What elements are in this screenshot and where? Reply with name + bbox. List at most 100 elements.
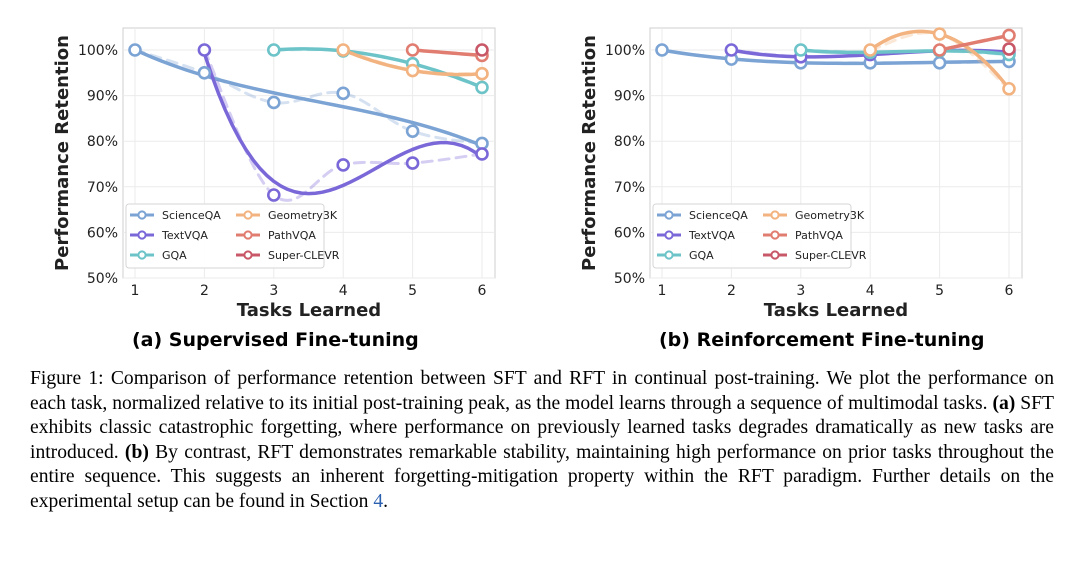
data-point-geometry3k-a [336,43,351,57]
y-tick-label-b: 100% [605,43,645,59]
legend-marker-gqa [137,250,147,260]
legend-item-gqa-a: GQA [130,249,187,262]
data-point-scienceqa-b [655,43,669,57]
legend-label-gqa: GQA [689,249,714,262]
caption-b-label: (b) [124,441,149,463]
data-point-pathvqa-b [1002,28,1016,43]
data-point-scienceqa-a [128,43,142,57]
data-point-gqa-a [475,80,489,95]
caption-a-label: (a) [992,392,1016,414]
series-line-scienceqa-b [660,48,1011,66]
data-point-textvqa-a [266,188,281,202]
legend-label-textvqa: TextVQA [161,229,208,242]
data-point-pathvqa-b [932,43,947,57]
x-tick-label-a: 4 [339,283,348,299]
legend-item-textvqa-b: TextVQA [657,229,735,242]
series-line-pathvqa-a [410,48,484,58]
caption-text-4: . [383,490,389,512]
legend-label-scienceqa: ScienceQA [689,209,748,222]
data-point-super-clevr-a [475,43,489,57]
legend-marker-textvqa [664,230,674,240]
legend-marker-scienceqa [137,210,147,220]
y-tick-label-a: 90% [87,89,118,105]
data-point-textvqa-a [405,156,420,170]
data-point-textvqa-a [197,43,212,57]
data-point-scienceqa-a [405,124,420,138]
data-point-geometry3k-a [405,63,420,78]
x-tick-label-b: 1 [658,283,667,299]
legend-item-pathvqa-a: PathVQA [236,229,316,242]
x-tick-label-a: 1 [131,283,140,299]
legend-label-geometry3k: Geometry3K [795,209,865,222]
x-tick-label-b: 5 [935,283,944,299]
legend-item-textvqa-a: TextVQA [130,229,208,242]
chart-sft: 50% 60% 70% 80% 90% 100% 1 2 3 4 5 6 Tasks Learned Pe… [52,27,496,321]
figure-caption: Figure 1: Comparison of performance rete… [30,367,1054,515]
chart-rft: 50% 60% 70% 80% 90% 100% 1 2 3 4 5 6 Tasks Learned Pe… [579,27,1023,321]
data-point-scienceqa-a [266,95,281,110]
data-point-pathvqa-a [405,43,420,57]
legend-item-gqa-b: GQA [657,249,714,262]
legend-item-super-clevr-a: Super-CLEVR [236,249,340,262]
legend-item-geometry3k-a: Geometry3K [236,209,338,222]
x-axis-title-b: Tasks Learned [764,300,908,321]
y-axis-title-b: Performance Retention [579,35,600,271]
caption-label: Figure 1: [30,368,104,389]
y-axis-title-a: Performance Retention [52,35,73,271]
caption-text-3: By contrast, RFT demonstrates remarkable… [30,441,1054,512]
series-line-scienceqa-a [133,48,484,148]
subcaption-b: (b) Reinforcement Fine-tuning [659,329,985,351]
data-point-scienceqa-b [932,55,947,70]
data-point-geometry3k-b [932,27,947,41]
x-axis-title-a: Tasks Learned [237,300,381,321]
x-tick-label-b: 6 [1005,283,1014,299]
data-point-gqa-a [266,43,281,57]
data-point-super-clevr-b [1002,42,1016,56]
caption-text-1: Comparison of performance retention betw… [30,368,1054,414]
x-tick-label-a: 6 [478,283,487,299]
x-tick-label-a: 3 [269,283,278,299]
y-tick-label-b: 80% [614,134,645,150]
legend-marker-scienceqa [664,210,674,220]
legend-marker-geometry3k [243,210,253,220]
y-tick-label-b: 50% [614,271,645,287]
y-tick-label-a: 60% [87,225,118,241]
legend-label-pathvqa: PathVQA [268,229,316,242]
x-tick-label-b: 2 [727,283,736,299]
data-point-gqa-b [793,43,808,57]
legend-label-geometry3k: Geometry3K [268,209,338,222]
legend-item-geometry3k-b: Geometry3K [763,209,865,222]
legend-label-scienceqa: ScienceQA [162,209,221,222]
data-point-scienceqa-a [336,86,351,101]
y-tick-label-a: 70% [87,180,118,196]
data-point-geometry3k-b [1002,81,1016,96]
legend-label-super-clevr: Super-CLEVR [268,249,340,262]
legend-label-pathvqa: PathVQA [795,229,843,242]
series-line-pathvqa-b [937,33,1011,52]
legend-box-a [125,203,325,269]
legend-item-pathvqa-b: PathVQA [763,229,843,242]
data-point-geometry3k-a [475,66,489,81]
y-tick-label-b: 70% [614,180,645,196]
data-point-textvqa-b [724,43,739,57]
x-tick-label-a: 2 [200,283,209,299]
section-link[interactable]: 4 [373,490,384,512]
y-tick-label-b: 60% [614,225,645,241]
legend-marker-pathvqa [770,230,780,240]
data-point-geometry3k-b [863,43,878,57]
legend-label-gqa: GQA [162,249,187,262]
data-point-scienceqa-a [197,66,212,80]
legend-box-b [652,203,852,269]
x-tick-label-a: 5 [408,283,417,299]
x-tick-label-b: 4 [866,283,875,299]
legend-label-textvqa: TextVQA [688,229,735,242]
legend-item-scienceqa-b: ScienceQA [657,209,748,222]
y-tick-label-a: 100% [78,43,118,59]
legend-item-scienceqa-a: ScienceQA [130,209,221,222]
data-point-textvqa-a [475,147,489,161]
caption-text-2: SFT exhibits classic catastrophic forget… [30,392,1054,463]
y-tick-label-a: 50% [87,271,118,287]
legend-marker-super-clevr [243,250,253,260]
legend-marker-gqa [664,250,674,260]
